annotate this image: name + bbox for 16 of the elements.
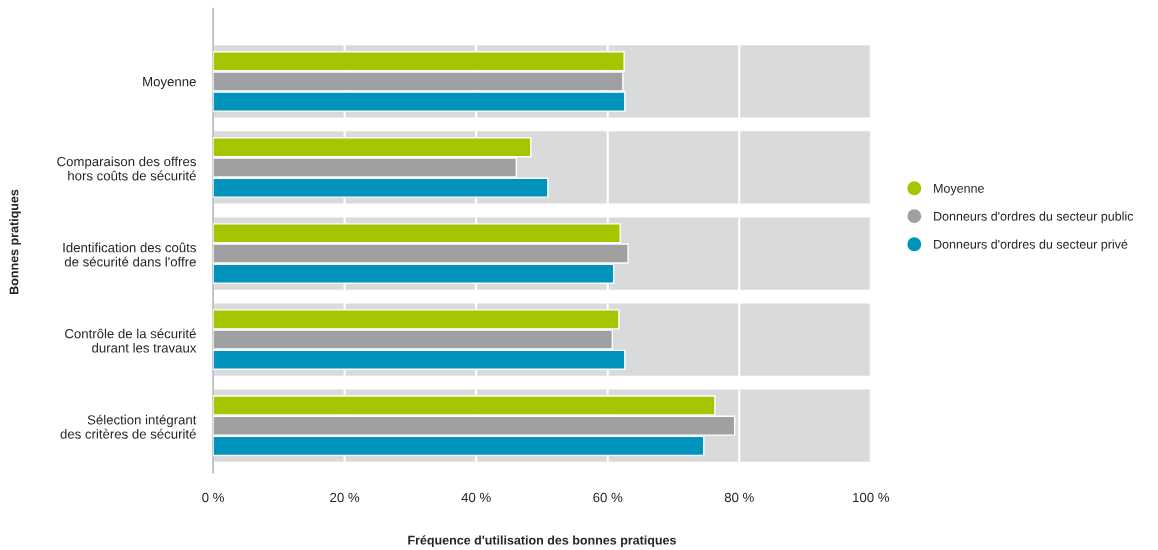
legend-label: Donneurs d'ordres du secteur public (934, 211, 1134, 224)
y-tick-label: Moyenne (143, 77, 196, 89)
x-axis-title: Fréquence d'utilisation des bonnes pratiques (408, 535, 676, 548)
x-tick-label: 20 % (330, 492, 360, 503)
y-tick-label: Sélection intégrant des critères de sécurité (60, 414, 197, 439)
x-tick-label: 80 % (724, 492, 754, 503)
y-axis-title: Bonnes pratiques (9, 189, 21, 294)
legend-label: Moyenne (934, 184, 984, 196)
x-tick-label: 100 % (853, 492, 890, 503)
x-tick-label: 60 % (593, 492, 623, 503)
y-tick-label: Identification des coûts de sécurité dans l'offre (63, 242, 196, 267)
x-tick-label: 0 % (202, 492, 224, 503)
x-tick-label: 40 % (461, 492, 491, 503)
legend-label: Donneurs d'ordres du secteur privé (934, 239, 1128, 252)
y-tick-label: Contrôle de la sécurité durant les travaux (65, 328, 197, 353)
y-tick-label: Comparaison des offres hors coûts de sécurité (57, 156, 196, 181)
